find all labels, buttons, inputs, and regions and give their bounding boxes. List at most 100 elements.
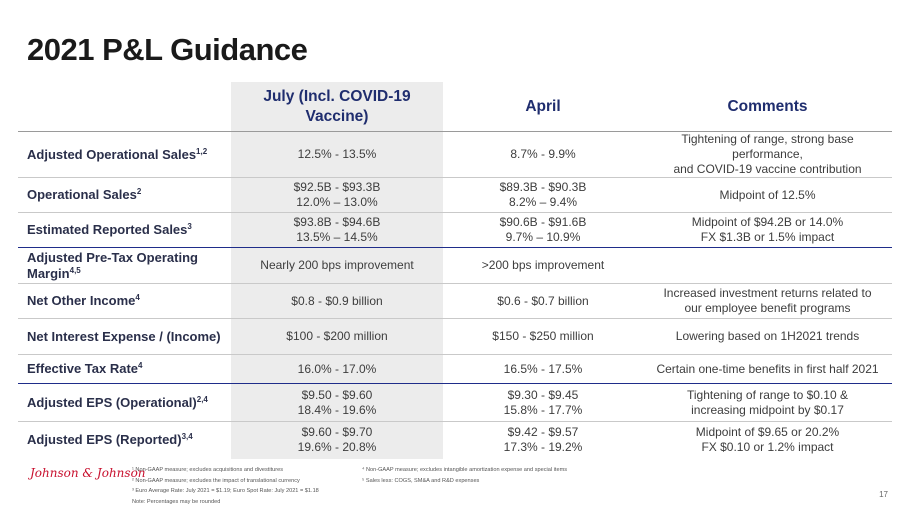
row-label: Effective Tax Rate4: [18, 354, 231, 384]
april-value: $89.3B - $90.3B 8.2% – 9.4%: [443, 177, 643, 213]
april-value-line: $150 - $250 million: [492, 329, 594, 343]
header-july: July (Incl. COVID-19 Vaccine): [231, 82, 443, 132]
table-row: Estimated Reported Sales3 $93.8B - $94.6B…: [18, 212, 892, 248]
footnote: ³ Euro Average Rate: July 2021 = $1.19; …: [132, 488, 319, 494]
row-label: Net Other Income4: [18, 283, 231, 319]
april-value-line: 9.7% – 10.9%: [505, 230, 581, 244]
row-label-text: Net Interest Expense / (Income): [27, 328, 221, 344]
april-value: 16.5% - 17.5%: [443, 354, 643, 384]
april-value-line: 16.5% - 17.5%: [503, 361, 583, 376]
comment-text: Certain one-time benefits in first half …: [643, 354, 892, 384]
footnote-ref: 2,4: [196, 394, 208, 404]
header-metric: [18, 82, 231, 132]
comment-text-line: and COVID-19 vaccine contribution: [673, 162, 862, 176]
footnote: Note: Percentages may be rounded: [132, 498, 221, 505]
footnote: ² Non-GAAP measure; excludes the impact …: [132, 477, 300, 484]
row-label-text: Effective Tax Rate: [27, 361, 139, 376]
april-value: $9.42 - $9.57 17.3% - 19.2%: [443, 422, 643, 459]
april-value: 8.7% - 9.9%: [443, 131, 643, 178]
footnote: ⁵ Sales less: COGS, SM&A and R&D expense…: [362, 477, 480, 484]
footnotes-right: ⁴ Non-GAAP measure; excludes intangible …: [362, 465, 567, 486]
table-header-row: July (Incl. COVID-19 Vaccine) April Comm…: [18, 82, 892, 132]
footnote-ref: 3,4: [181, 432, 193, 442]
row-label-text: Adjusted EPS (Operational): [27, 394, 197, 410]
guidance-table: July (Incl. COVID-19 Vaccine) April Comm…: [18, 82, 892, 459]
table-row: Adjusted Pre-Tax Operating Margin4,5 Near…: [18, 247, 892, 284]
table-row: Effective Tax Rate4 16.0% - 17.0% 16.5% - …: [18, 354, 892, 384]
footnote-ref: 4: [138, 361, 143, 370]
row-label: Adjusted Operational Sales1,2: [18, 131, 231, 178]
july-value-line: 16.0% - 17.0%: [297, 361, 377, 376]
july-value-line: $9.50 - $9.60: [301, 387, 373, 402]
april-value-line: 17.3% - 19.2%: [503, 440, 583, 455]
comment-text-line: Increased investment returns related to: [663, 286, 872, 300]
july-value-line: $9.60 - $9.70: [301, 425, 373, 440]
april-value-line: 15.8% - 17.7%: [503, 402, 583, 417]
july-value-line: 19.6% - 20.8%: [297, 440, 377, 455]
april-value: $0.6 - $0.7 billion: [443, 283, 643, 319]
footnote: ¹ Non-GAAP measure; excludes acquisition…: [132, 467, 284, 473]
july-value-line: 12.0% – 13.0%: [296, 195, 378, 209]
april-value-line: 8.7% - 9.9%: [510, 147, 576, 161]
row-label: Adjusted EPS (Reported)3,4: [18, 422, 231, 459]
row-label: Operational Sales2: [18, 177, 231, 213]
july-value: $9.50 - $9.60 18.4% - 19.6%: [231, 383, 443, 422]
comment-text: [643, 247, 892, 284]
july-value-line: $100 - $200 million: [286, 329, 388, 343]
comment-text-line: Tightening of range, strong base perform…: [681, 132, 854, 161]
april-value-line: $9.30 - $9.45: [507, 387, 579, 402]
row-label-text: Net Other Income: [27, 293, 136, 308]
footnote: ⁴ Non-GAAP measure; excludes intangible …: [362, 467, 568, 473]
april-value: $90.6B - $91.6B 9.7% – 10.9%: [443, 212, 643, 248]
april-value-line: $9.42 - $9.57: [507, 425, 579, 440]
page-number: 17: [879, 490, 888, 499]
july-value: $0.8 - $0.9 billion: [231, 283, 443, 319]
row-label: Adjusted Pre-Tax Operating Margin4,5: [18, 247, 231, 284]
row-label: Net Interest Expense / (Income): [18, 318, 231, 355]
april-value-line: $0.6 - $0.7 billion: [497, 293, 589, 308]
comment-text-line: Midpoint of $94.2B or 14.0%: [691, 215, 844, 229]
comment-text-line: Tightening of range to $0.10 &: [686, 387, 848, 402]
april-value-line: 8.2% – 9.4%: [508, 195, 578, 209]
table-row: Adjusted EPS (Operational)2,4 $9.50 - $9.…: [18, 383, 892, 422]
july-value-line: 13.5% – 14.5%: [296, 230, 378, 244]
comment-text: Increased investment returns related to o…: [643, 283, 892, 319]
comment-text-line: Midpoint of 12.5%: [719, 187, 816, 202]
company-logo: Johnson & Johnson: [30, 466, 146, 480]
footnotes-left: ¹ Non-GAAP measure; excludes acquisition…: [132, 465, 319, 507]
july-value: $9.60 - $9.70 19.6% - 20.8%: [231, 421, 443, 459]
comment-text: Lowering based on 1H2021 trends: [643, 318, 892, 355]
comment-text: Tightening of range, strong base perform…: [643, 131, 892, 178]
row-label-text: Adjusted Pre-Tax Operating Margin: [27, 249, 198, 281]
april-value: $150 - $250 million: [443, 318, 643, 355]
comment-text-line: increasing midpoint by $0.17: [691, 402, 844, 417]
table-row: Adjusted Operational Sales1,2 12.5% - 13.…: [18, 131, 892, 178]
july-value-line: 12.5% - 13.5%: [297, 147, 377, 161]
row-label-text: Adjusted Operational Sales: [27, 146, 197, 162]
july-value-line: $92.5B - $93.3B: [293, 180, 381, 194]
footnote-ref: 1,2: [196, 146, 208, 156]
page-title: 2021 P&L Guidance: [27, 32, 308, 67]
july-value-line: $93.8B - $94.6B: [293, 215, 381, 229]
april-value-line: $89.3B - $90.3B: [499, 180, 587, 194]
footnote-ref: 4,5: [69, 265, 81, 275]
comment-text: Tightening of range to $0.10 & increasing…: [643, 383, 892, 422]
july-value: 12.5% - 13.5%: [231, 131, 443, 178]
footnote-ref: 4: [135, 293, 140, 302]
april-value-line: $90.6B - $91.6B: [499, 215, 587, 229]
table-row: Operational Sales2 $92.5B - $93.3B 12.0% –…: [18, 177, 892, 213]
july-value: Nearly 200 bps improvement: [231, 247, 443, 284]
april-value: $9.30 - $9.45 15.8% - 17.7%: [443, 383, 643, 422]
comment-text: Midpoint of $94.2B or 14.0% FX $1.3B or 1…: [643, 212, 892, 248]
july-value: $92.5B - $93.3B 12.0% – 13.0%: [231, 177, 443, 213]
july-value: $93.8B - $94.6B 13.5% – 14.5%: [231, 212, 443, 248]
comment-text: Midpoint of $9.65 or 20.2% FX $0.10 or 1.…: [643, 422, 892, 459]
row-label-text: Estimated Reported Sales: [27, 222, 188, 237]
comment-text-line: our employee benefit programs: [684, 301, 851, 315]
table-row: Adjusted EPS (Reported)3,4 $9.60 - $9.70 1…: [18, 421, 892, 459]
row-label-text: Adjusted EPS (Reported): [27, 432, 182, 448]
comment-text-line: Certain one-time benefits in first half …: [656, 361, 879, 376]
july-value: $100 - $200 million: [231, 318, 443, 355]
comment-text-line: FX $0.10 or 1.2% impact: [701, 440, 834, 455]
row-label: Adjusted EPS (Operational)2,4: [18, 383, 231, 422]
